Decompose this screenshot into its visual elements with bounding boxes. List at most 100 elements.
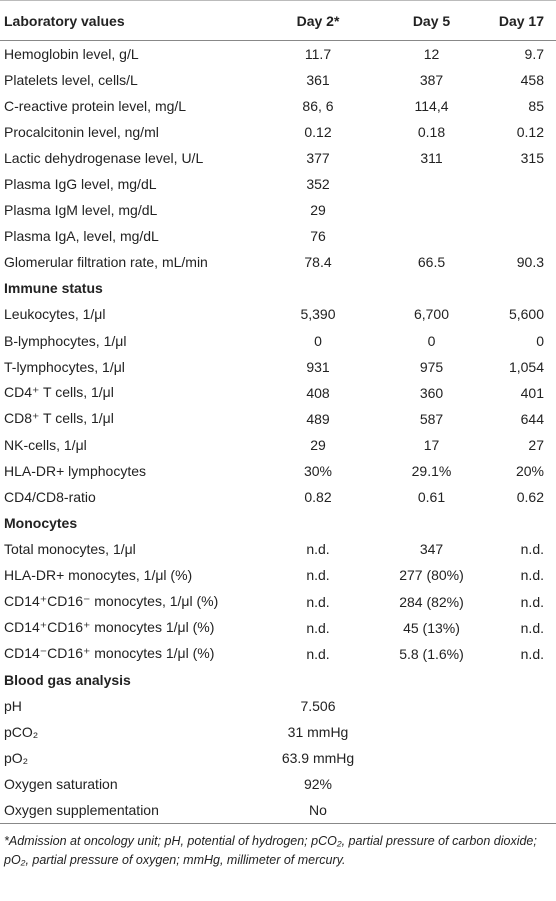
data-row: CD8⁺ T cells, 1/μl 489 587 644: [0, 406, 556, 432]
value-cell: 5,390: [300, 306, 336, 323]
value-cell: 0.18: [417, 123, 446, 140]
value-cell: 90.3: [516, 254, 544, 271]
value-cell: 0.12: [516, 123, 544, 140]
value-cell: 408: [306, 384, 330, 401]
data-row: pO₂ 63.9 mmHg: [0, 745, 556, 771]
value-cell: 63.9 mmHg: [281, 750, 355, 767]
value-cell: 644: [520, 410, 544, 427]
value-cell: 931: [306, 358, 330, 375]
empty-cell: [374, 719, 489, 745]
data-row: B-lymphocytes, 1/μl 0 0 0: [0, 328, 556, 354]
value-cell: 0: [536, 332, 544, 349]
value-cell: 0: [427, 332, 436, 349]
data-row: CD14⁻CD16⁺ monocytes 1/μl (%) n.d. 5.8 (1.…: [0, 641, 556, 667]
label-cell: CD14⁻CD16⁺ monocytes 1/μl (%): [4, 645, 215, 662]
data-row: HLA-DR+ monocytes, 1/μl (%) n.d. 277 (80%)…: [0, 562, 556, 588]
empty-cell: [489, 745, 556, 771]
label-cell: Oxygen supplementation: [0, 797, 262, 824]
value-cell: 347: [419, 541, 444, 558]
section-row: Immune status: [0, 275, 556, 301]
value-cell: 0.12: [304, 123, 332, 140]
value-cell: 1,054: [508, 358, 544, 375]
data-row: CD4/CD8-ratio 0.82 0.61 0.62: [0, 484, 556, 510]
value-cell: n.d.: [306, 645, 330, 662]
empty-cell: [489, 797, 556, 824]
data-row: Oxygen supplementation No: [0, 797, 556, 824]
data-row: Plasma IgG level, mg/dL 352: [0, 171, 556, 197]
empty-cell: [374, 771, 489, 797]
value-cell: 5.8 (1.6%): [399, 645, 464, 662]
empty-cell: [374, 223, 489, 249]
value-cell: n.d.: [520, 541, 544, 558]
label-cell: Procalcitonin level, ng/ml: [4, 123, 159, 140]
value-cell: 30%: [303, 463, 333, 480]
empty-cell: [489, 719, 556, 745]
header-cell: Day 2*: [262, 0, 374, 41]
value-cell: 377: [306, 149, 330, 166]
value-cell: n.d.: [306, 593, 330, 610]
data-row: Lactic dehydrogenase level, U/L 377 311 315: [0, 145, 556, 171]
value-cell: 92%: [303, 776, 333, 793]
empty-cell: [489, 771, 556, 797]
value-cell: 361: [306, 71, 330, 88]
value-cell: 5,600: [508, 306, 544, 323]
label-cell: Plasma IgG level, mg/dL: [4, 176, 157, 193]
label-cell: pO₂: [4, 750, 29, 767]
value-cell: n.d.: [306, 619, 330, 636]
data-row: pH 7.506: [0, 693, 556, 719]
header-cell: Day 17: [489, 0, 556, 41]
header-cell: Day 5: [374, 0, 489, 41]
value-cell: 311: [420, 149, 443, 166]
label-cell: CD14⁺CD16⁻ monocytes, 1/μl (%): [4, 593, 219, 610]
value-cell: 66.5: [417, 254, 446, 271]
label-cell: Plasma IgM level, mg/dL: [4, 202, 158, 219]
data-row: Total monocytes, 1/μl n.d. 347 n.d.: [0, 536, 556, 562]
empty-cell: [489, 171, 556, 197]
data-row: CD14⁺CD16⁻ monocytes, 1/μl (%) n.d. 284 (8…: [0, 588, 556, 614]
label-cell: pCO₂: [4, 723, 39, 740]
value-cell: 86, 6: [302, 97, 334, 114]
table-header: Laboratory values Day 2* Day 5 Day 17: [0, 0, 556, 41]
value-cell: 387: [419, 71, 444, 88]
data-row: Leukocytes, 1/μl 5,390 6,700 5,600: [0, 301, 556, 327]
value-cell: 0.62: [516, 489, 544, 506]
value-cell: 458: [520, 71, 544, 88]
label-cell: Lactic dehydrogenase level, U/L: [4, 149, 204, 166]
section-title: Blood gas analysis: [4, 671, 131, 688]
label-cell: pH: [4, 697, 22, 714]
section-row: Blood gas analysis: [0, 667, 556, 693]
value-cell: 85: [528, 97, 544, 114]
value-cell: 76: [310, 228, 326, 245]
label-cell: CD4⁺ T cells, 1/μl: [4, 384, 114, 401]
label-cell: HLA-DR+ monocytes, 1/μl (%): [4, 567, 193, 584]
value-cell: 401: [520, 384, 544, 401]
label-cell: Oxygen saturation: [4, 776, 118, 793]
empty-cell: [374, 745, 489, 771]
value-cell: 9.7: [524, 45, 544, 62]
label-cell: NK-cells, 1/μl: [4, 436, 87, 453]
value-cell: 29.1%: [411, 463, 452, 480]
value-cell: 284 (82%): [399, 593, 464, 610]
empty-cell: [374, 797, 489, 824]
value-cell: 360: [419, 384, 444, 401]
label-cell: Total monocytes, 1/μl: [4, 541, 136, 558]
label-cell: T-lymphocytes, 1/μl: [4, 358, 125, 375]
value-cell: 0: [314, 332, 322, 349]
data-row: Platelets level, cells/L 361 387 458: [0, 67, 556, 93]
value-cell: 29: [310, 436, 326, 453]
value-cell: 0.61: [417, 489, 446, 506]
value-cell: 29: [310, 202, 326, 219]
footnote: *Admission at oncology unit; pH, potenti…: [4, 833, 537, 867]
empty-cell: [374, 693, 489, 719]
value-cell: 78.4: [304, 254, 332, 271]
label-cell: HLA-DR+ lymphocytes: [4, 463, 146, 480]
value-cell: 27: [528, 436, 544, 453]
value-cell: 31 mmHg: [287, 723, 349, 740]
value-cell: n.d.: [520, 593, 544, 610]
section-title: Monocytes: [4, 515, 78, 532]
value-cell: 114,4: [414, 97, 449, 114]
value-cell: n.d.: [306, 567, 330, 584]
data-row: NK-cells, 1/μl 29 17 27: [0, 432, 556, 458]
data-row: HLA-DR+ lymphocytes 30% 29.1% 20%: [0, 458, 556, 484]
empty-cell: [374, 171, 489, 197]
